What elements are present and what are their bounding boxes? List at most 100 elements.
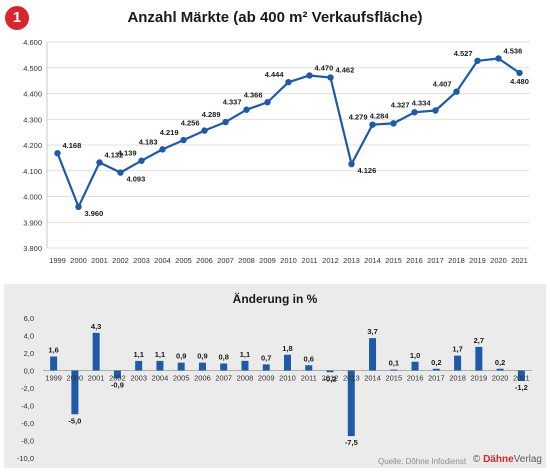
x-tick-label: 2016 <box>406 256 423 265</box>
data-label: 0,8 <box>218 353 228 362</box>
data-label: 4.527 <box>454 49 473 58</box>
data-point <box>159 146 166 153</box>
data-point <box>117 169 124 176</box>
data-label: 4.284 <box>370 111 390 120</box>
y-tick-label: 4.000 <box>23 193 42 202</box>
publisher-logo: © DähneVerlag <box>473 454 542 465</box>
line-chart: 3.800 3.900 4.000 4.100 4.200 4.300 4.400 4.500… <box>23 38 530 265</box>
x-tick-label: 2009 <box>259 256 276 265</box>
x-tick-label: 2020 <box>492 374 509 383</box>
data-point <box>411 109 418 116</box>
data-point <box>516 69 523 77</box>
bar <box>135 360 143 371</box>
data-point <box>201 127 208 134</box>
data-label: 4.334 <box>412 98 432 107</box>
y-tick-label: 4.600 <box>23 38 42 47</box>
x-tick-label: 2019 <box>469 256 486 265</box>
data-label: 4.289 <box>202 110 221 119</box>
data-label: 0,6 <box>304 354 314 363</box>
data-label: 4.093 <box>127 175 146 184</box>
x-tick-label: 2002 <box>109 374 126 383</box>
bar <box>113 370 121 379</box>
x-tick-label: 2019 <box>471 374 488 383</box>
x-tick-label: 2000 <box>67 374 84 383</box>
x-tick-label: 2017 <box>427 256 444 265</box>
y-tick-label: 2,0 <box>24 349 34 358</box>
x-tick-label: 2013 <box>343 374 360 383</box>
data-label: 4,3 <box>91 322 101 331</box>
y-tick-label: -4,0 <box>21 402 34 411</box>
bar <box>475 346 483 371</box>
x-tick-label: 2000 <box>70 256 87 265</box>
y-tick-label: 3.800 <box>23 244 42 253</box>
x-tick-label: 1999 <box>45 374 62 383</box>
y-tick-label: 4.100 <box>23 167 42 176</box>
y-tick-label: 6,0 <box>24 314 34 323</box>
data-point <box>243 106 250 113</box>
data-label: 4.219 <box>160 128 179 137</box>
data-label: 4.444 <box>265 70 285 79</box>
data-label: 4.327 <box>391 100 410 109</box>
data-label: 1,1 <box>133 350 143 359</box>
data-point <box>495 55 502 62</box>
y-tick-label: -10,0 <box>17 454 34 463</box>
x-tick-label: 2010 <box>279 374 296 383</box>
bar <box>177 362 185 371</box>
x-tick-label: 2014 <box>364 374 381 383</box>
y-tick-label: -2,0 <box>21 384 34 393</box>
x-tick-label: 2004 <box>152 374 169 383</box>
bar <box>369 338 377 371</box>
data-label: 4.139 <box>118 149 137 158</box>
bar <box>347 370 355 437</box>
data-label: -1,2 <box>515 383 528 392</box>
data-label: -0,9 <box>111 380 124 389</box>
data-label: 2,7 <box>474 336 484 345</box>
data-label: 3,7 <box>367 327 377 336</box>
bar <box>496 368 504 371</box>
data-point <box>369 121 376 128</box>
data-label: 1,8 <box>282 344 292 353</box>
data-point <box>138 157 145 164</box>
x-tick-label: 1999 <box>49 256 66 265</box>
data-label: 0,1 <box>389 359 399 368</box>
bar <box>50 356 58 371</box>
bar <box>92 332 100 371</box>
data-label: 4.183 <box>139 137 158 146</box>
bar <box>411 361 419 371</box>
data-label: 4.366 <box>244 90 263 99</box>
x-tick-label: 2008 <box>238 256 255 265</box>
data-point <box>75 203 82 210</box>
x-tick-label: 2018 <box>449 374 466 383</box>
x-tick-label: 2003 <box>133 256 150 265</box>
data-label: 1,7 <box>452 345 462 354</box>
x-tick-label: 2007 <box>215 374 232 383</box>
data-label: 4.279 <box>349 113 368 122</box>
data-point <box>54 150 61 157</box>
x-tick-label: 2018 <box>448 256 465 265</box>
bar <box>305 365 313 371</box>
data-label: 1,6 <box>48 346 58 355</box>
data-label: 4.132 <box>105 151 124 160</box>
data-label: 0,2 <box>495 358 505 367</box>
bar <box>241 360 249 371</box>
data-label: 0,9 <box>176 352 186 361</box>
y-tick-label: 4.300 <box>23 115 42 124</box>
bar-chart: -10,0 -8,0 -6,0 -4,0 -2,0 0,0 2,0 4,0 6,0 1999 1,6… <box>17 314 532 463</box>
bar <box>262 364 270 371</box>
x-tick-label: 2004 <box>154 256 171 265</box>
data-point <box>96 159 103 166</box>
x-tick-label: 2011 <box>301 374 317 383</box>
data-point <box>390 120 397 127</box>
data-label: 0,7 <box>261 353 271 362</box>
line-chart-title: Anzahl Märkte (ab 400 m² Verkaufsfläche) <box>127 9 423 26</box>
bar <box>390 369 398 371</box>
x-tick-label: 2006 <box>194 374 211 383</box>
data-point <box>474 57 481 64</box>
data-label: 4.337 <box>223 98 242 107</box>
x-tick-label: 2002 <box>112 256 129 265</box>
x-tick-label: 2006 <box>196 256 213 265</box>
bar-chart-panel: Änderung in % -10,0 -8,0 -6,0 -4,0 -2,0 0,0 2,… <box>4 284 546 468</box>
x-tick-label: 2001 <box>91 256 108 265</box>
x-tick-label: 2021 <box>513 374 530 383</box>
data-label: 4.256 <box>181 119 200 128</box>
